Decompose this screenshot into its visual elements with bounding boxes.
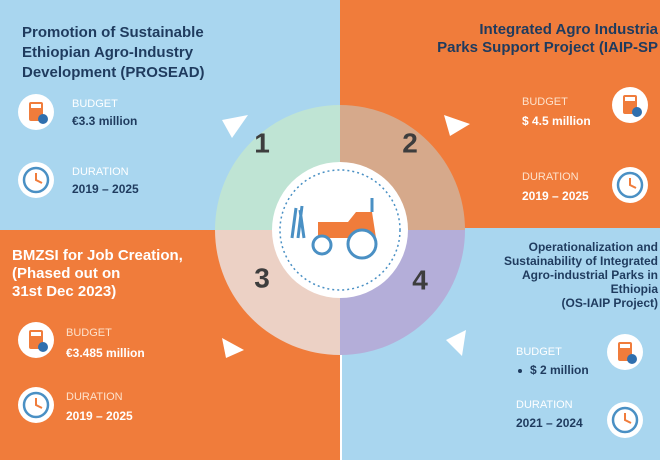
duration-icon xyxy=(18,387,54,423)
quadrant-number: 3 xyxy=(254,262,270,293)
duration-icon xyxy=(607,402,643,438)
quadrant-number: 1 xyxy=(254,127,270,158)
budget-icon xyxy=(18,322,54,358)
quadrant-title: Promotion of Sustainable xyxy=(22,24,204,41)
calc-screen xyxy=(31,332,41,336)
budget-icon xyxy=(607,334,643,370)
duration-label: DURATION xyxy=(66,391,123,403)
quadrant-title: Parks Support Project (IAIP-SP xyxy=(437,39,658,56)
budget-value: $ 4.5 million xyxy=(522,114,591,128)
bullet xyxy=(518,369,522,373)
euro xyxy=(38,114,48,124)
duration-icon xyxy=(18,162,54,198)
duration-value: 2019 – 2025 xyxy=(72,182,139,196)
quadrant-title: (Phased out on xyxy=(12,265,120,282)
budget-value: €3.3 million xyxy=(72,114,137,128)
calc-screen xyxy=(625,97,635,101)
euro xyxy=(627,354,637,364)
quadrant-title: (OS-IAIP Project) xyxy=(562,296,658,310)
quadrant-title: Ethiopian Agro-Industry xyxy=(22,44,194,61)
quadrant-number: 2 xyxy=(402,127,418,158)
calc-screen xyxy=(620,344,630,348)
budget-value: €3.485 million xyxy=(66,346,145,360)
quadrant-title: Integrated Agro Industria xyxy=(479,21,658,38)
quadrant-title: Ethiopia xyxy=(611,282,659,296)
quadrant-title: Agro-industrial Parks in xyxy=(522,268,658,282)
duration-value: 2021 – 2024 xyxy=(516,416,583,430)
quadrant-number: 4 xyxy=(412,264,428,295)
calc-screen xyxy=(31,104,41,108)
budget-label: BUDGET xyxy=(522,96,568,108)
budget-label: BUDGET xyxy=(72,98,118,110)
quadrant-title: BMZSI for Job Creation, xyxy=(12,247,183,264)
quadrant-title: Sustainability of Integrated xyxy=(504,254,658,268)
duration-label: DURATION xyxy=(516,399,573,411)
euro xyxy=(632,107,642,117)
duration-label: DURATION xyxy=(72,166,129,178)
duration-value: 2019 – 2025 xyxy=(66,409,133,423)
budget-icon xyxy=(18,94,54,130)
quadrant-title: 31st Dec 2023) xyxy=(12,283,116,300)
quadrant-title: Development (PROSEAD) xyxy=(22,64,205,81)
budget-value: $ 2 million xyxy=(530,363,589,377)
duration-value: 2019 – 2025 xyxy=(522,189,589,203)
budget-label: BUDGET xyxy=(66,327,112,339)
euro xyxy=(38,342,48,352)
budget-icon xyxy=(612,87,648,123)
duration-label: DURATION xyxy=(522,171,579,183)
budget-label: BUDGET xyxy=(516,346,562,358)
duration-icon xyxy=(612,167,648,203)
quadrant-title: Operationalization and xyxy=(529,240,658,254)
infographic: Promotion of Sustainable Ethiopian Agro-I… xyxy=(0,0,660,460)
